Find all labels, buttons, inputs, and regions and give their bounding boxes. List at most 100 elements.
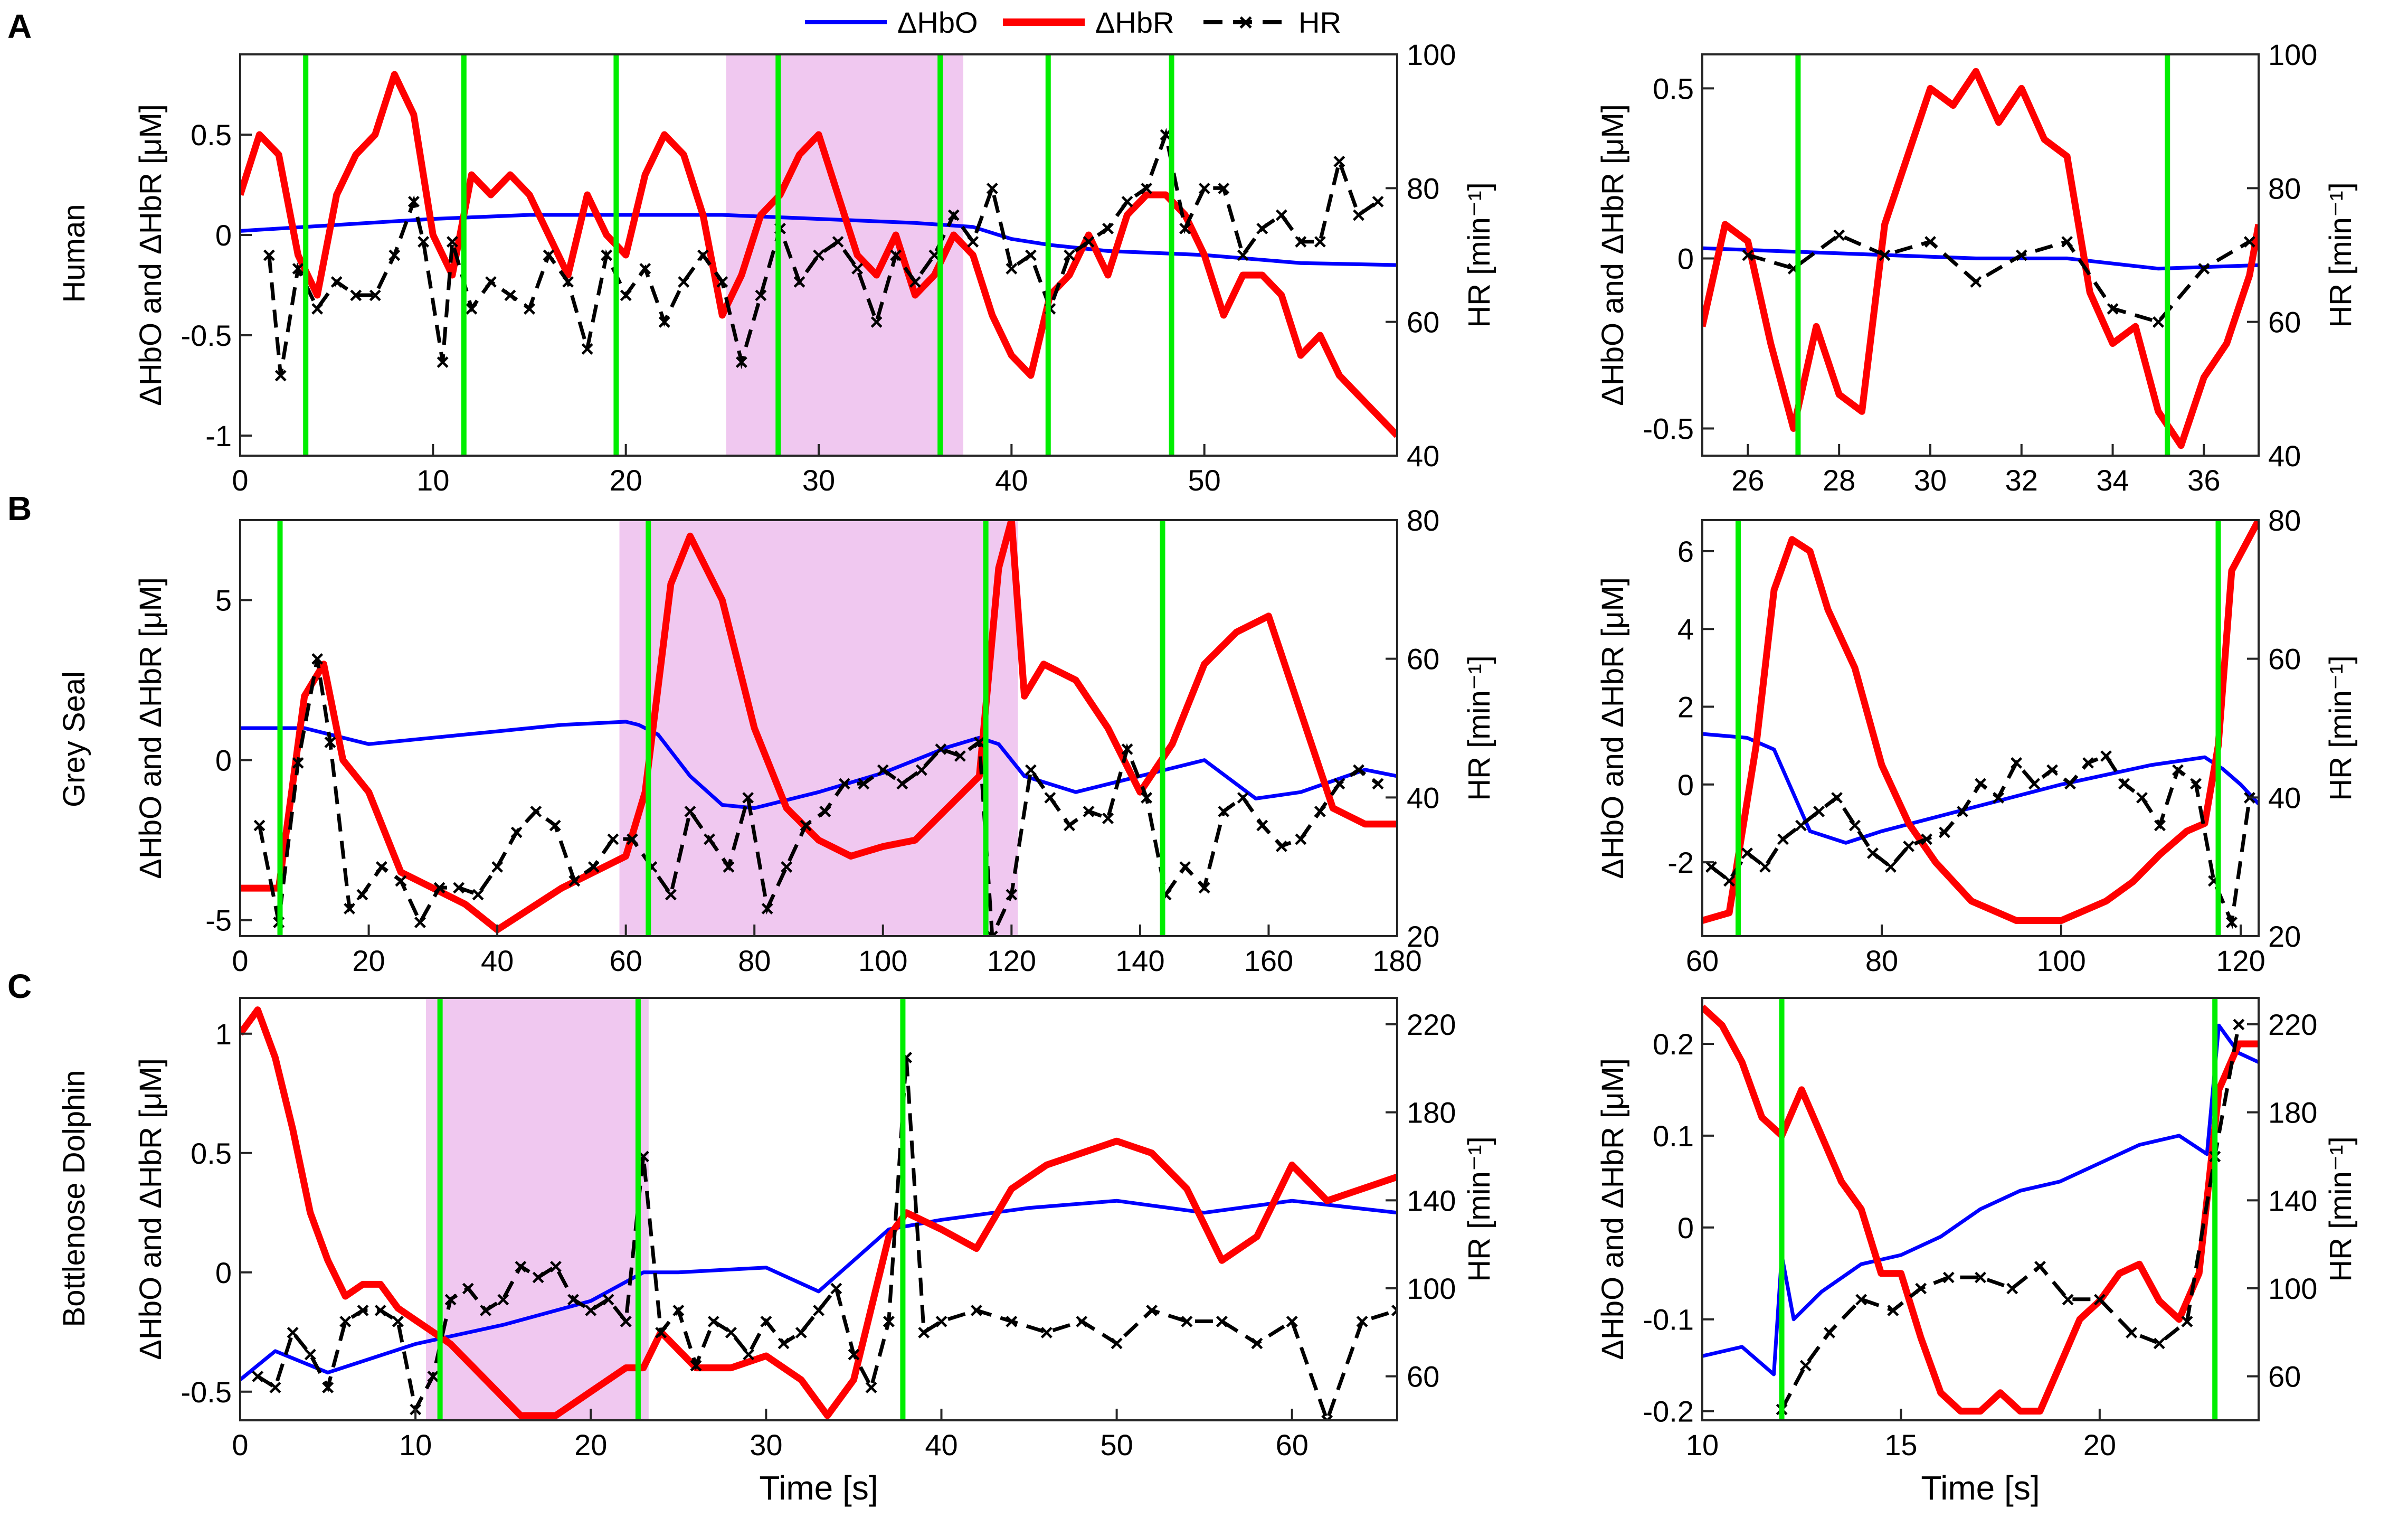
hr-point: × — [2005, 1276, 2019, 1302]
y-tick-label: 1 — [215, 1017, 232, 1051]
y-tick-label: 0 — [1677, 1211, 1694, 1244]
y2-axis-label: HR [min⁻¹] — [2324, 655, 2358, 801]
hr-point: × — [619, 282, 633, 308]
y-tick-label: 0.1 — [1653, 1119, 1694, 1153]
y2-axis-label: HR [min⁻¹] — [1462, 182, 1496, 328]
hr-point: × — [1110, 1331, 1124, 1356]
hr-point: × — [602, 1287, 615, 1313]
panel-c-left: × ××××× × × ××× ×× ×× × ×× × ××××××× ×××× ×××××××× × ×… — [134, 997, 1496, 1507]
row-b-label: Grey Seal — [57, 671, 91, 807]
hr-point: × — [1040, 1319, 1054, 1345]
y-tick-label: 0 — [1677, 768, 1694, 801]
y-tick-label: 2 — [1677, 690, 1694, 723]
hr-point: × — [542, 242, 556, 268]
hr-point: × — [2081, 750, 2095, 776]
hr-point: × — [1044, 785, 1057, 810]
x-axis-label: Time [s] — [759, 1469, 878, 1507]
hr-point: × — [1101, 215, 1115, 241]
hr-point: × — [274, 363, 288, 389]
legend-hbo-label: ΔHbO — [897, 6, 978, 39]
y-axis-label: ΔHbO and ΔHbR [μM] — [1596, 577, 1630, 879]
x-tick-label: 140 — [1115, 944, 1164, 977]
x-tick-label: 40 — [995, 464, 1028, 497]
hr-point: × — [1198, 175, 1211, 201]
hr-point: × — [1140, 175, 1153, 201]
x-tick-label: 20 — [2083, 1428, 2116, 1461]
hr-point: × — [1352, 202, 1366, 228]
hr-series-line — [257, 1057, 1397, 1420]
axes-frame — [1701, 53, 2260, 457]
hr-point: × — [510, 819, 524, 845]
hr-point: × — [654, 1319, 668, 1345]
y-tick-label: 0 — [215, 1256, 232, 1289]
hr-point: × — [1823, 1319, 1836, 1345]
hr-point: × — [1101, 806, 1115, 832]
hr-point: × — [496, 1287, 510, 1313]
y-tick-label: 0.5 — [191, 118, 232, 152]
x-tick-label: 120 — [987, 944, 1036, 977]
hr-point: × — [2009, 750, 2023, 776]
hr-point: × — [915, 757, 928, 783]
y2-axis-label: HR [min⁻¹] — [1462, 1136, 1496, 1282]
hr-point: × — [1275, 202, 1288, 228]
x-tick-label: 28 — [1823, 464, 1855, 497]
hr-point: × — [2243, 229, 2257, 255]
hr-point: × — [2232, 1012, 2246, 1038]
y2-tick-label: 140 — [1407, 1184, 1456, 1217]
hr-point: × — [1217, 175, 1230, 201]
hbo-series-line — [1702, 1023, 2259, 1376]
hr-point: × — [2099, 743, 2113, 769]
hr-point: × — [1063, 242, 1076, 268]
hr-point: × — [722, 854, 736, 880]
hr-point: × — [1722, 868, 1736, 894]
x-tick-label: 40 — [481, 944, 514, 977]
plot-area: ××××××××××××××××××××××××××××××××××××××××… — [240, 520, 1397, 936]
hr-point: × — [549, 1253, 563, 1279]
hr-point: × — [1215, 1309, 1229, 1335]
y-tick-label: -5 — [205, 904, 232, 937]
hr-point: × — [436, 350, 450, 375]
dive-shade — [426, 998, 649, 1420]
hr-point: × — [735, 350, 748, 375]
y2-tick-label: 100 — [2268, 1272, 2317, 1305]
y2-tick-label: 60 — [1407, 1360, 1439, 1393]
hr-point: × — [876, 757, 890, 783]
hr-point: × — [1140, 785, 1153, 810]
hr-point: × — [416, 229, 430, 255]
x-tick-label: 20 — [610, 464, 642, 497]
hr-point: × — [2197, 256, 2211, 281]
hbr-series-line — [240, 71, 1397, 438]
y2-tick-label: 140 — [2268, 1184, 2317, 1217]
y2-axis-label: HR [min⁻¹] — [2324, 182, 2358, 328]
hr-point: × — [1884, 854, 1898, 880]
hr-point: × — [321, 1375, 335, 1401]
y-tick-label: 0 — [215, 744, 232, 777]
axes-frame — [239, 519, 1398, 937]
x-tick-label: 10 — [416, 464, 449, 497]
hr-point: × — [310, 646, 324, 672]
y-tick-label: 4 — [1677, 612, 1694, 646]
hr-point: × — [2033, 1253, 2047, 1279]
panel-a-right: ××××××××××××26 28 30 32 34 36-0.500.540608010… — [1596, 38, 2358, 497]
hr-point: × — [970, 1298, 983, 1324]
hr-point: × — [1974, 1265, 1987, 1290]
hr-point: × — [1285, 1309, 1299, 1335]
hr-series-line — [1710, 753, 2252, 929]
y2-tick-label: 20 — [1407, 920, 1439, 953]
row-c-letter: C — [7, 967, 32, 1005]
hr-point: × — [1250, 1331, 1264, 1356]
hr-point: × — [1180, 1309, 1194, 1335]
x-tick-label: 40 — [925, 1428, 957, 1461]
y2-tick-label: 40 — [1407, 781, 1439, 814]
legend: ΔHbO ΔHbR × HR — [805, 6, 1341, 39]
hr-point: × — [387, 242, 401, 268]
hr-point: × — [567, 868, 581, 894]
hr-point: × — [330, 269, 344, 295]
hr-point: × — [847, 1342, 861, 1368]
hr-point: × — [433, 875, 447, 901]
hr-point: × — [664, 882, 678, 908]
hbo-series-line — [1702, 246, 2259, 271]
hr-point: × — [934, 736, 948, 762]
hr-point: × — [2153, 1331, 2166, 1356]
